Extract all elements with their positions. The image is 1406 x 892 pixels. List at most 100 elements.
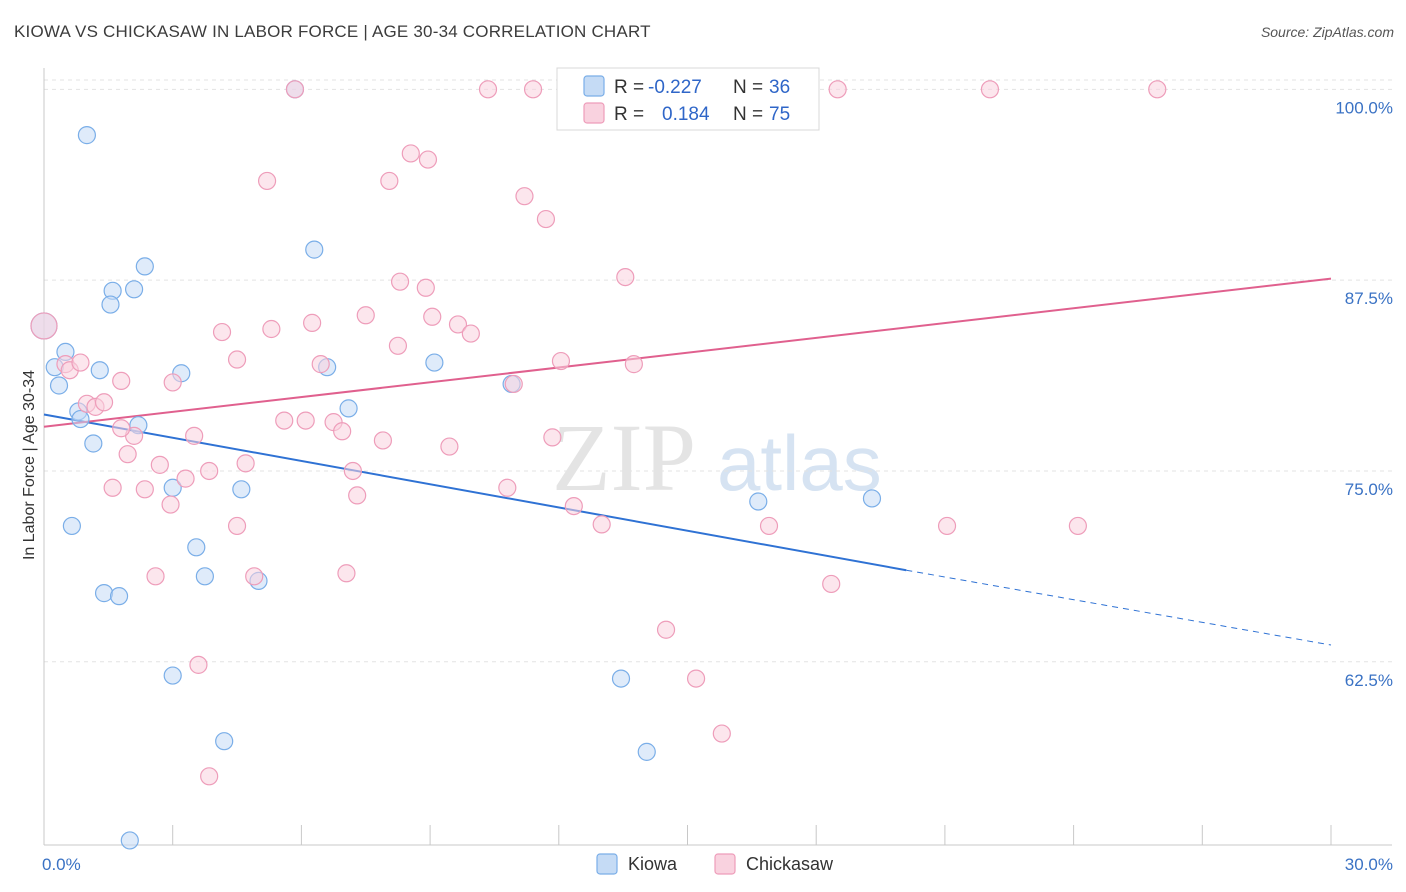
data-point-chickasaw: [200, 461, 219, 481]
series-legend: Kiowa Chickasaw: [596, 853, 834, 875]
data-point-chickasaw: [504, 374, 523, 394]
data-point-chickasaw: [418, 150, 438, 169]
data-point-kiowa: [71, 409, 90, 429]
data-point-chickasaw: [616, 267, 635, 287]
data-point-chickasaw: [1148, 80, 1167, 99]
zipatlas-watermark: ZIP atlas: [552, 404, 882, 511]
data-point-chickasaw: [440, 437, 459, 456]
legend-r-label-kiowa: R =: [614, 77, 644, 98]
data-point-chickasaw: [227, 516, 247, 536]
series-legend-label-chickasaw: Chickasaw: [746, 854, 834, 874]
data-point-chickasaw: [245, 567, 264, 586]
data-point-chickasaw: [94, 393, 114, 412]
data-point-chickasaw: [348, 486, 367, 505]
legend-n-label-kiowa: N =: [733, 77, 763, 98]
data-point-chickasaw: [828, 80, 847, 99]
y-tick-label: 87.5%: [1345, 289, 1393, 308]
y-tick-label: 75.0%: [1345, 480, 1393, 499]
data-point-chickasaw: [30, 312, 58, 340]
data-point-chickasaw: [146, 567, 165, 586]
data-point-kiowa: [862, 489, 882, 508]
data-point-chickasaw: [515, 187, 534, 206]
data-point-kiowa: [120, 831, 139, 850]
watermark-zip: ZIP: [552, 404, 696, 511]
data-point-kiowa: [215, 732, 234, 751]
data-point-chickasaw: [686, 669, 706, 688]
trend-line-chickasaw: [43, 277, 1332, 428]
data-point-chickasaw: [337, 564, 356, 583]
data-point-kiowa: [124, 280, 144, 299]
data-point-chickasaw: [356, 306, 375, 325]
data-point-kiowa: [109, 587, 129, 606]
data-point-chickasaw: [498, 478, 517, 497]
data-point-chickasaw: [103, 478, 122, 497]
data-point-chickasaw: [759, 516, 779, 536]
legend-n-label-chickasaw: N =: [733, 104, 763, 125]
data-point-chickasaw: [543, 428, 562, 447]
data-point-chickasaw: [390, 272, 410, 291]
data-point-chickasaw: [937, 516, 957, 536]
series-legend-swatch-kiowa: [596, 853, 618, 875]
y-tick-labels: 100.0% 87.5% 75.0% 62.5%: [1335, 98, 1393, 689]
data-point-chickasaw: [536, 209, 556, 229]
data-point-chickasaw: [311, 355, 330, 374]
data-point-chickasaw: [551, 351, 571, 371]
chart-title: KIOWA VS CHICKASAW IN LABOR FORCE | AGE …: [14, 22, 651, 41]
axes: [43, 68, 1392, 846]
data-point-kiowa: [611, 669, 631, 688]
data-point-chickasaw: [388, 336, 408, 355]
data-point-chickasaw: [262, 319, 281, 339]
data-point-kiowa: [425, 353, 444, 372]
data-point-chickasaw: [185, 426, 204, 445]
data-point-chickasaw: [333, 422, 352, 441]
x-tick-label: 0.0%: [42, 855, 81, 874]
data-point-chickasaw: [448, 315, 468, 334]
data-point-kiowa: [339, 399, 358, 418]
data-point-kiowa: [187, 538, 206, 557]
chart-source: Source: ZipAtlas.com: [1260, 24, 1394, 40]
data-point-kiowa: [101, 295, 120, 314]
legend-r-value-kiowa: -0.227: [648, 77, 702, 98]
y-tick-label: 100.0%: [1335, 98, 1393, 117]
series-chickasaw: [30, 80, 1167, 786]
trend-line-extension-kiowa: [906, 569, 1332, 646]
data-point-chickasaw: [592, 515, 611, 534]
data-point-chickasaw: [1068, 516, 1087, 536]
x-tick-labels: 0.0% 30.0%: [42, 855, 1393, 874]
data-point-kiowa: [77, 126, 97, 145]
data-points: [30, 80, 1167, 850]
data-point-kiowa: [62, 516, 81, 536]
x-tick-label: 30.0%: [1345, 855, 1393, 874]
data-point-kiowa: [232, 480, 251, 499]
data-point-kiowa: [637, 742, 656, 761]
data-point-chickasaw: [161, 495, 180, 514]
data-point-kiowa: [163, 666, 182, 685]
data-point-kiowa: [305, 240, 324, 259]
data-point-kiowa: [84, 434, 103, 453]
legend-n-value-kiowa: 36: [769, 77, 790, 98]
data-point-chickasaw: [112, 371, 131, 391]
data-point-chickasaw: [285, 80, 305, 99]
data-point-chickasaw: [296, 411, 315, 430]
data-point-chickasaw: [343, 461, 362, 481]
legend-n-value-chickasaw: 75: [769, 104, 790, 125]
legend-r-label-chickasaw: R =: [614, 104, 644, 125]
data-point-chickasaw: [257, 171, 277, 191]
data-point-chickasaw: [236, 454, 255, 473]
watermark-atlas: atlas: [717, 419, 882, 507]
data-point-chickasaw: [118, 445, 137, 464]
data-point-chickasaw: [401, 144, 420, 163]
data-point-chickasaw: [712, 724, 731, 743]
series-legend-swatch-chickasaw: [714, 853, 736, 875]
data-point-chickasaw: [373, 431, 393, 450]
data-point-chickasaw: [478, 80, 498, 99]
data-point-chickasaw: [564, 496, 583, 516]
data-point-chickasaw: [71, 353, 90, 372]
data-point-chickasaw: [523, 80, 543, 99]
series-legend-label-kiowa: Kiowa: [628, 854, 678, 874]
data-point-chickasaw: [135, 480, 154, 499]
data-point-chickasaw: [200, 767, 219, 786]
data-point-chickasaw: [423, 307, 442, 326]
data-point-kiowa: [135, 257, 154, 276]
